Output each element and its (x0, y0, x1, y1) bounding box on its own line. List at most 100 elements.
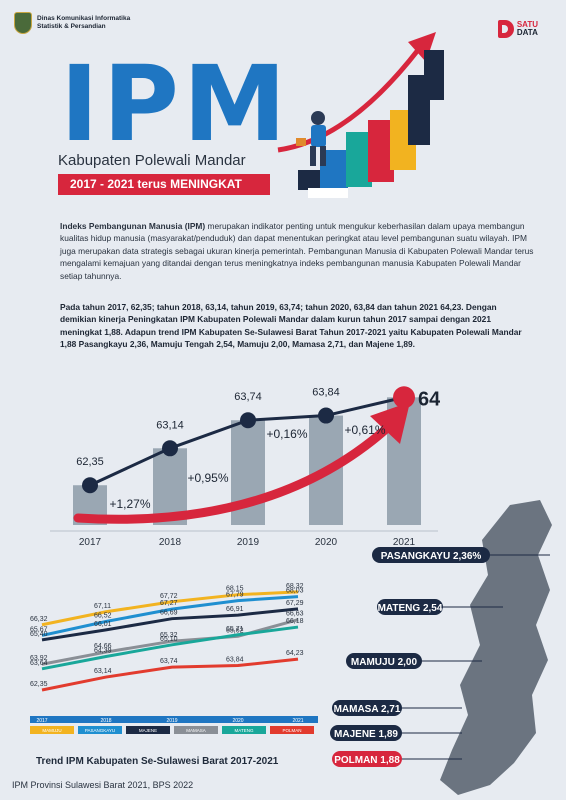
series-label-mamasa-1: 64,66 (94, 643, 112, 650)
year-tick-2021: 2021 (292, 718, 303, 724)
year-tick-2020: 2020 (232, 718, 243, 724)
series-label-mateng-2: 65,10 (160, 636, 178, 643)
satu-data-d-icon (497, 20, 514, 38)
series-label-mamasa-4: 66,63 (286, 611, 304, 618)
x-tick-2017: 2017 (79, 537, 102, 548)
map-label-1: MATENG 2,54 (378, 603, 443, 614)
period-banner: 2017 - 2021 terus MENINGKAT (58, 174, 270, 195)
intro-term: Indeks Pembangunan Manusia (IPM) (60, 221, 206, 231)
series-line-mateng (41, 625, 299, 671)
legend-label-polman: POLMAN (282, 728, 301, 733)
ipm-point-2020 (318, 407, 334, 424)
value-label-2020: 63,84 (312, 387, 340, 399)
agency-line1: Dinas Komunikasi Informatika (37, 15, 131, 22)
legend-swatch-mamuju (30, 726, 74, 734)
businessman-icon (296, 111, 326, 166)
x-tick-2020: 2020 (315, 537, 338, 548)
series-label-mamuju-4: 68,32 (286, 583, 304, 590)
series-label-majene-1: 66,01 (94, 621, 112, 628)
sulbar-map-shape (440, 500, 552, 795)
agency-header: Dinas Komunikasi Informatika Statistik &… (14, 12, 130, 34)
growth-label-2: +0,16% (266, 427, 307, 441)
series-label-polman-3: 63,84 (226, 657, 244, 664)
stair-bars (298, 50, 444, 198)
series-label-mamasa-0: 63,92 (30, 655, 48, 662)
series-label-majene-2: 66,69 (160, 610, 178, 617)
map-label-3: MAMASA 2,71 (334, 704, 401, 715)
map-label-pill-1 (377, 599, 443, 615)
value-label-2018: 63,14 (156, 419, 184, 431)
ipm-point-2018 (162, 440, 178, 457)
series-label-mamuju-2: 67,72 (160, 593, 178, 600)
agency-name: Dinas Komunikasi Informatika Statistik &… (37, 15, 130, 31)
map-label-2: MAMUJU 2,00 (351, 657, 418, 668)
value-label-2021: 64,23 (418, 388, 440, 410)
series-label-mamuju-3: 68,15 (226, 586, 244, 593)
trend-arrow (73, 425, 390, 524)
series-line-pasangkayu (41, 595, 299, 637)
agency-line2: Statistik & Persandian (37, 23, 106, 30)
series-label-polman-0: 62,35 (30, 681, 48, 688)
legend-label-mamasa: MAMASA (186, 728, 206, 733)
legend-label-mateng: MATENG (235, 728, 254, 733)
map-label-pill-4 (330, 725, 402, 741)
map-label-pill-5 (332, 751, 402, 767)
series-label-mamasa-2: 65,32 (160, 632, 178, 639)
intro-paragraph: Indeks Pembangunan Manusia (IPM) merupak… (60, 220, 535, 282)
series-label-mateng-3: 65,71 (226, 626, 244, 633)
series-line-mamuju (41, 590, 299, 627)
legend-swatch-mateng (222, 726, 266, 734)
map-label-0: PASANGKAYU 2,36% (381, 551, 482, 562)
page-subtitle: Kabupaten Polewali Mandar (58, 152, 246, 169)
source-note: IPM Provinsi Sulawesi Barat 2021, BPS 20… (12, 780, 194, 790)
series-label-polman-1: 63,14 (94, 668, 112, 675)
series-label-mamuju-1: 67,11 (94, 603, 111, 610)
ipm-point-2019 (240, 412, 256, 429)
year-tick-2018: 2018 (100, 718, 111, 724)
growth-arrow-icon (277, 48, 420, 153)
x-tick-2019: 2019 (237, 537, 260, 548)
brand-bottom: DATA (516, 28, 538, 37)
brand-top: SATU (516, 20, 538, 29)
regency-emblem-icon (14, 12, 32, 34)
trend-arrow-head (370, 402, 410, 444)
series-label-majene-4: 67,29 (286, 600, 304, 607)
year-tick-2019: 2019 (166, 718, 177, 724)
year-strip (30, 716, 318, 723)
series-label-pasangkayu-2: 67,27 (160, 600, 178, 607)
sulbar-map: PASANGKAYU 2,36% MATENG 2,54 MAMUJU 2,00 MA… (330, 500, 552, 795)
series-label-pasangkayu-4: 68,03 (286, 588, 304, 595)
value-label-2019: 63,74 (234, 391, 262, 403)
series-label-pasangkayu-3: 67,79 (226, 592, 244, 599)
series-line-majene (41, 607, 299, 642)
growth-label-3: +0,61% (344, 423, 385, 437)
value-label-2017: 62,35 (76, 456, 104, 468)
series-label-mamuju-0: 66,32 (30, 616, 48, 623)
series-label-polman-4: 64,23 (286, 650, 304, 657)
series-label-mateng-4: 66,18 (286, 618, 304, 625)
year-tick-2017: 2017 (36, 718, 47, 724)
legend-swatch-polman (270, 726, 314, 734)
summary-paragraph: Pada tahun 2017, 62,35; tahun 2018, 63,1… (60, 302, 522, 350)
legend-swatch-pasangkayu (78, 726, 122, 734)
legend-label-pasangkayu: PASANGKAYU (85, 728, 115, 733)
map-label-pill-2 (346, 653, 422, 669)
series-label-majene-3: 66,91 (226, 606, 244, 613)
polman-ipm-chart: 62,35 63,14 63,74 63,84 64,23 +1,27% +0,95% +0,… (50, 386, 440, 548)
page-title: IPM (60, 43, 291, 165)
map-label-pill-3 (332, 700, 402, 716)
legend-swatch-mamasa (174, 726, 218, 734)
ipm-point-2017 (82, 477, 98, 494)
intro-text: merupakan indikator penting untuk menguk… (60, 221, 534, 281)
series-label-mateng-0: 63,64 (30, 660, 48, 667)
series-label-pasangkayu-0: 65,67 (30, 626, 48, 633)
legend-swatch-majene (126, 726, 170, 734)
x-tick-2021: 2021 (393, 537, 416, 548)
map-label-5: POLMAN 1,88 (334, 755, 400, 766)
series-label-mamasa-3: 65,62 (226, 627, 244, 634)
trend-line-chart: 66,32 67,11 67,72 68,15 68,32 65,67 66,52 67,27… (30, 583, 318, 734)
satu-data-logo: SATU DATA (497, 20, 538, 38)
legend-label-majene: MAJENE (139, 728, 157, 733)
series-label-polman-2: 63,74 (160, 658, 178, 665)
